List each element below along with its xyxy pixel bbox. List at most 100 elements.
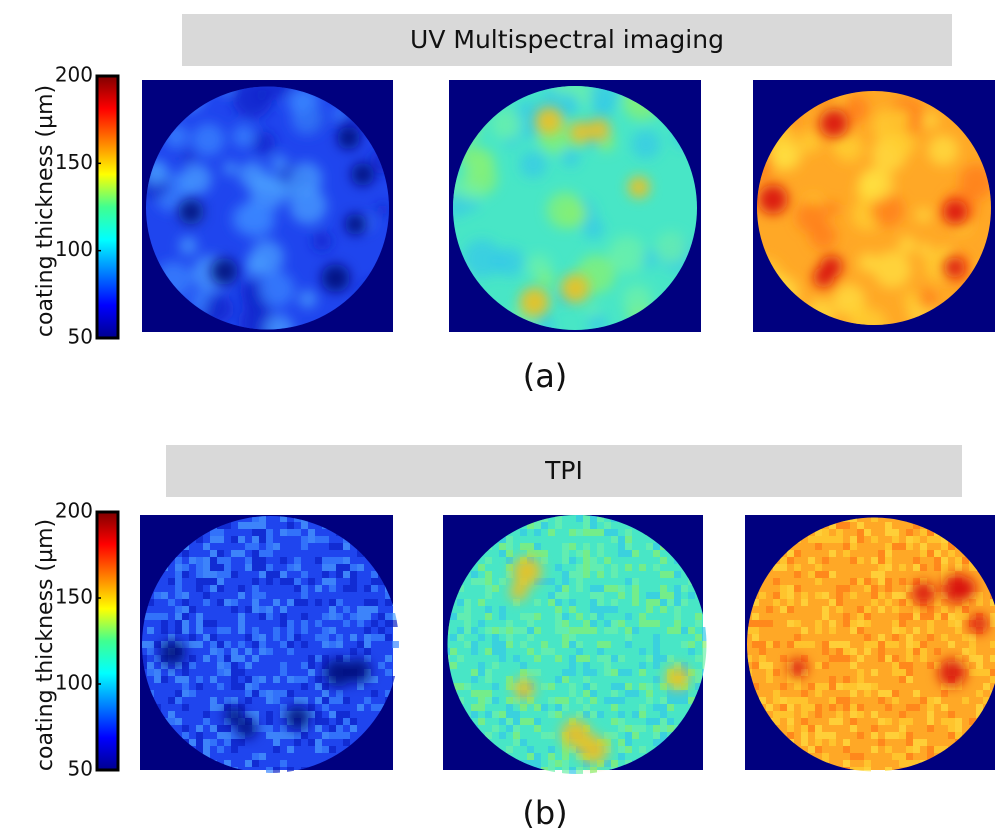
map-pixel: [618, 585, 625, 592]
colorbar-tick-label: 150: [55, 150, 93, 174]
map-pixel: [329, 725, 336, 732]
map-pixel: [787, 718, 794, 725]
map-pixel: [357, 704, 364, 711]
map-pixel: [857, 606, 864, 613]
map-pixel: [506, 725, 513, 732]
map-pixel: [759, 620, 766, 627]
map-pixel: [695, 613, 702, 620]
map-pixel: [604, 697, 611, 704]
map-pixel: [576, 578, 583, 585]
map-pixel: [794, 620, 801, 627]
map-pixel: [815, 711, 822, 718]
map-blob: [772, 140, 802, 170]
map-pixel: [885, 585, 892, 592]
map-pixel: [927, 620, 934, 627]
map-pixel: [843, 543, 850, 550]
map-pixel: [906, 529, 913, 536]
map-pixel: [850, 592, 857, 599]
map-pixel: [294, 732, 301, 739]
map-pixel: [147, 662, 154, 669]
map-pixel: [787, 711, 794, 718]
map-pixel: [329, 697, 336, 704]
map-pixel: [990, 655, 995, 662]
map-pixel: [913, 613, 920, 620]
map-pixel: [210, 536, 217, 543]
map-pixel: [357, 606, 364, 613]
map-pixel: [674, 585, 681, 592]
map-pixel: [660, 585, 667, 592]
map-pixel: [702, 634, 709, 641]
map-pixel: [555, 620, 562, 627]
map-pixel: [385, 599, 392, 606]
map-pixel: [217, 725, 224, 732]
map-pixel: [315, 557, 322, 564]
map-pixel: [189, 641, 196, 648]
map-pixel: [266, 725, 273, 732]
map-pixel: [175, 613, 182, 620]
map-pixel: [147, 648, 154, 655]
map-pixel: [210, 571, 217, 578]
map-pixel: [562, 634, 569, 641]
map-pixel: [899, 578, 906, 585]
map-pixel: [513, 655, 520, 662]
map-pixel: [492, 627, 499, 634]
map-pixel: [485, 592, 492, 599]
map-pixel: [822, 536, 829, 543]
map-pixel: [343, 739, 350, 746]
map-hotspot: [943, 200, 968, 225]
map-pixel: [385, 669, 392, 676]
map-pixel: [836, 585, 843, 592]
map-pixel: [878, 641, 885, 648]
map-pixel: [322, 690, 329, 697]
map-pixel: [336, 564, 343, 571]
map-pixel: [611, 529, 618, 536]
map-pixel: [794, 641, 801, 648]
map-pixel: [780, 606, 787, 613]
map-pixel: [245, 557, 252, 564]
map-pixel: [653, 732, 660, 739]
map-pixel: [618, 620, 625, 627]
map-pixel: [499, 732, 506, 739]
map-pixel: [583, 515, 590, 522]
map-pixel: [562, 620, 569, 627]
map-pixel: [857, 557, 864, 564]
map-pixel: [294, 585, 301, 592]
map-hotspot: [944, 257, 965, 278]
map-pixel: [618, 739, 625, 746]
map-pixel: [175, 606, 182, 613]
map-pixel: [667, 627, 674, 634]
map-pixel: [695, 620, 702, 627]
map-pixel: [913, 648, 920, 655]
map-pixel: [611, 606, 618, 613]
map-pixel: [815, 690, 822, 697]
map-pixel: [653, 648, 660, 655]
map-pixel: [217, 648, 224, 655]
map-pixel: [878, 550, 885, 557]
map-pixel: [773, 690, 780, 697]
map-pixel: [674, 627, 681, 634]
map-pixel: [210, 739, 217, 746]
map-pixel: [322, 641, 329, 648]
map-pixel: [534, 543, 541, 550]
map-pixel: [238, 669, 245, 676]
map-pixel: [534, 669, 541, 676]
map-pixel: [385, 613, 392, 620]
map-blob: [656, 232, 688, 264]
map-pixel: [196, 557, 203, 564]
map-hotspot: [535, 107, 563, 135]
map-pixel: [906, 536, 913, 543]
map-pixel: [843, 641, 850, 648]
map-pixel: [182, 613, 189, 620]
map-pixel: [969, 655, 976, 662]
map-pixel: [378, 613, 385, 620]
map-pixel: [210, 725, 217, 732]
map-pixel: [562, 578, 569, 585]
map-pixel: [892, 543, 899, 550]
map-pixel: [315, 599, 322, 606]
map-pixel: [695, 676, 702, 683]
map-pixel: [385, 620, 392, 627]
map-pixel: [562, 613, 569, 620]
map-pixel: [850, 627, 857, 634]
map-hotspot: [520, 287, 550, 317]
map-pixel: [231, 725, 238, 732]
